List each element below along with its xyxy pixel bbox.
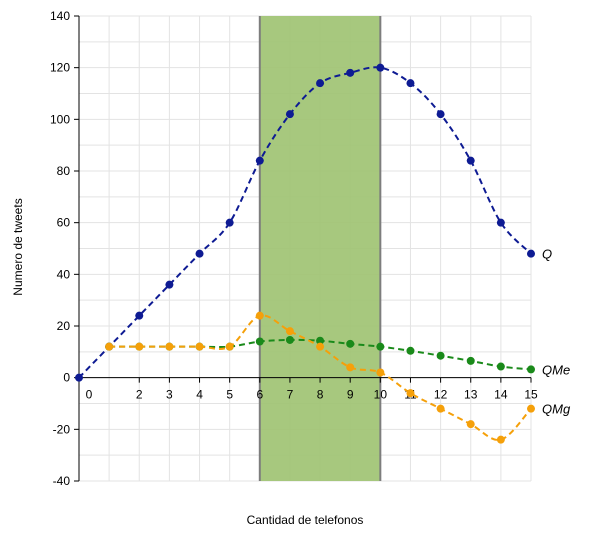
series-qmg-point — [466, 420, 475, 429]
series-q-point — [346, 68, 355, 77]
series-qme-point — [496, 362, 505, 371]
series-qmg-point — [285, 327, 294, 336]
series-q-point — [436, 110, 445, 119]
y-tick-label: 80 — [57, 164, 71, 178]
series-qmg-point — [316, 342, 325, 351]
series-qmg-point — [527, 404, 535, 413]
series-q-point — [285, 110, 294, 119]
y-tick-label: 60 — [57, 216, 71, 230]
series-qmg-point — [255, 311, 264, 320]
x-tick-label: 9 — [347, 388, 354, 402]
x-tick-label: 14 — [494, 388, 508, 402]
series-qmg-point — [436, 404, 445, 413]
x-tick-label: 4 — [196, 388, 203, 402]
series-qmg-point — [195, 342, 204, 351]
series-qme-point — [527, 365, 535, 374]
series-qmg-point — [346, 363, 355, 372]
x-tick-label: 3 — [166, 388, 173, 402]
x-tick-label: 0 — [86, 388, 93, 402]
x-tick-label: 12 — [434, 388, 448, 402]
series-label-q: Q — [542, 247, 552, 262]
series-qme-point — [376, 342, 385, 351]
x-tick-label: 2 — [136, 388, 143, 402]
x-tick-label: 10 — [374, 388, 388, 402]
series-qme-point — [406, 346, 415, 355]
series-qmg — [105, 311, 535, 444]
y-tick-label: -40 — [53, 474, 71, 488]
series-qmg-point — [406, 389, 415, 398]
x-tick-label: 15 — [524, 388, 538, 402]
series-q-point — [135, 311, 144, 320]
series-qmg-point — [376, 368, 385, 377]
y-axis-ticks: -40 -20 0 20 40 60 80 100 120 140 — [50, 9, 79, 488]
series-qme-point — [285, 335, 294, 344]
series-qme — [105, 335, 535, 374]
series-qme-point — [436, 351, 445, 360]
series-q-line — [78, 66, 532, 379]
x-tick-label: 13 — [464, 388, 478, 402]
x-axis-title: Cantidad de telefonos — [247, 513, 364, 527]
series-qme-point — [346, 339, 355, 348]
series-layer — [75, 63, 535, 444]
y-tick-label: 40 — [57, 267, 71, 281]
series-q-point — [466, 156, 475, 165]
series-q-point — [376, 63, 385, 72]
series-q-point — [496, 218, 505, 227]
x-tick-label: 5 — [226, 388, 233, 402]
y-tick-label: 140 — [50, 9, 70, 23]
series-qme-point — [466, 356, 475, 365]
y-tick-label: 20 — [57, 319, 71, 333]
shaded-region — [259, 16, 381, 481]
x-tick-label: 8 — [317, 388, 324, 402]
series-qmg-point — [105, 342, 114, 351]
series-qmg-point — [165, 342, 174, 351]
y-tick-label: 120 — [50, 61, 70, 75]
series-q-point — [406, 79, 415, 88]
series-q-point — [75, 373, 83, 382]
series-q-point — [165, 280, 174, 289]
y-tick-label: 100 — [50, 112, 70, 126]
series-q-point — [255, 156, 264, 165]
y-axis-title: Numero de tweets — [11, 198, 25, 295]
series-qmg-point — [225, 342, 234, 351]
series-label-qmg: QMg — [542, 402, 571, 417]
y-tick-label: -20 — [53, 422, 71, 436]
series-qme-point — [255, 337, 264, 346]
series-qmg-point — [135, 342, 144, 351]
y-tick-label: 0 — [63, 371, 70, 385]
series-q-point — [225, 218, 234, 227]
series-labels: Q QMe QMg — [542, 247, 571, 417]
series-label-qme: QMe — [542, 362, 570, 377]
series-q-point — [316, 79, 325, 88]
series-q-point — [527, 249, 535, 258]
axes — [78, 16, 531, 481]
x-tick-label: 6 — [256, 388, 263, 402]
series-qmg-point — [496, 435, 505, 444]
series-q-point — [195, 249, 204, 258]
series-qme-point — [316, 336, 325, 345]
x-tick-label: 7 — [287, 388, 294, 402]
